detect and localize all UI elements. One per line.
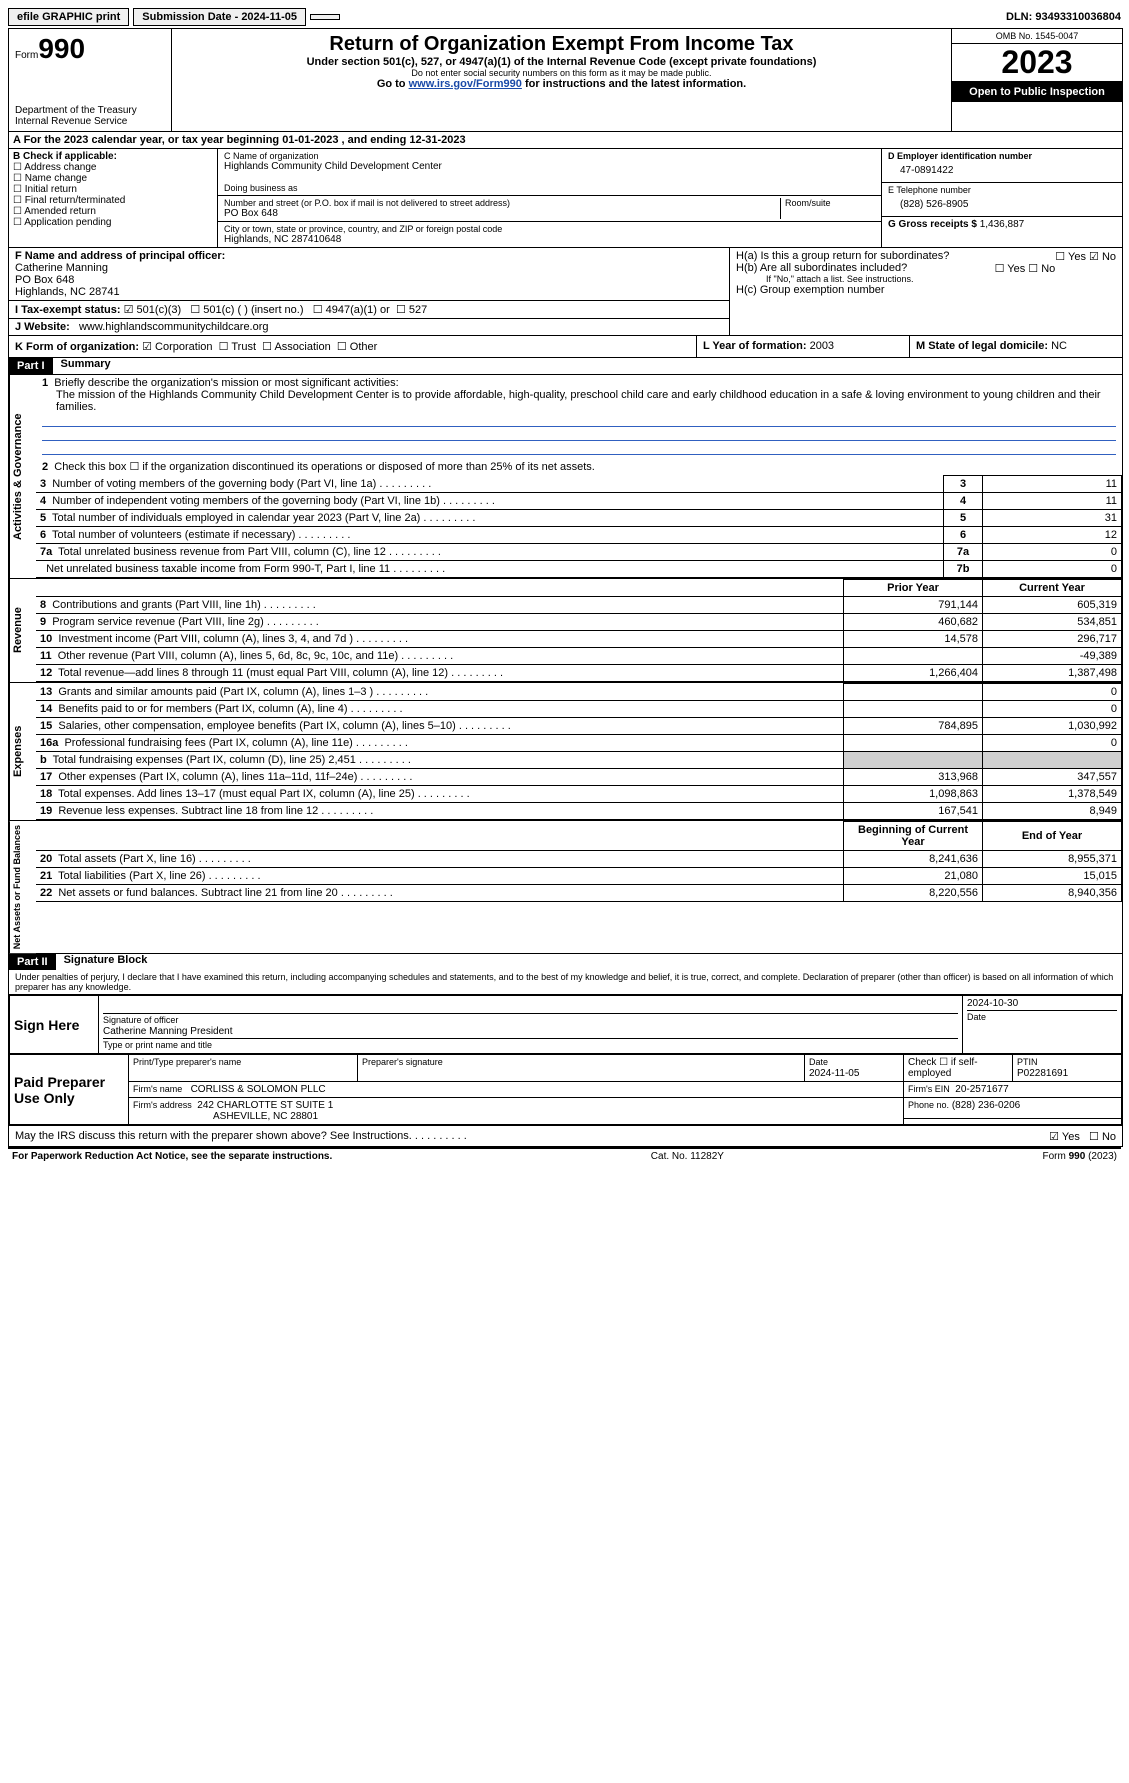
org-name: Highlands Community Child Development Ce… [224, 161, 875, 172]
chk-name[interactable]: Name change [13, 173, 213, 184]
discuss-no[interactable]: No [1089, 1131, 1116, 1143]
table-expenses: 13 Grants and similar amounts paid (Part… [36, 683, 1122, 820]
table-activities: 3 Number of voting members of the govern… [36, 475, 1122, 578]
chk-trust[interactable]: Trust [219, 341, 256, 353]
side-expenses: Expenses [9, 683, 36, 820]
col-deg: D Employer identification number 47-0891… [882, 149, 1122, 247]
col-c: C Name of organization Highlands Communi… [218, 149, 882, 247]
preparer-date: 2024-11-05 [809, 1068, 859, 1079]
form-number: Form990 [15, 33, 165, 65]
line-hc: H(c) Group exemption number [736, 284, 1116, 296]
chk-pending[interactable]: Application pending [13, 217, 213, 228]
table-revenue: Prior Year Current Year8 Contributions a… [36, 579, 1122, 682]
part2-header: Part II Signature Block [9, 954, 1122, 970]
paid-preparer-label: Paid Preparer Use Only [10, 1055, 129, 1125]
telephone: (828) 526-8905 [888, 195, 1116, 214]
blank-btn[interactable] [310, 14, 340, 20]
officer-name: Catherine Manning [15, 262, 723, 274]
part1-label: Part I [9, 358, 53, 374]
firm-phone: (828) 236-0206 [952, 1100, 1020, 1111]
part1-body: Activities & Governance 1 Briefly descri… [9, 375, 1122, 954]
dln: DLN: 93493310036804 [1006, 11, 1121, 23]
tax-year: 2023 [952, 44, 1122, 82]
self-employed-check[interactable]: Check ☐ if self-employed [904, 1055, 1013, 1082]
table-netassets: Beginning of Current Year End of Year20 … [36, 821, 1122, 902]
may-irs-discuss: May the IRS discuss this return with the… [9, 1125, 1122, 1146]
officer-signature: Catherine Manning President [103, 1026, 233, 1037]
chk-other[interactable]: Other [337, 341, 377, 353]
line-2: Check this box ☐ if the organization dis… [54, 461, 595, 473]
officer-addr1: PO Box 648 [15, 274, 723, 286]
form-footer: Form 990 (2023) [1043, 1151, 1117, 1162]
chk-501c[interactable]: 501(c) ( ) (insert no.) [190, 304, 303, 316]
fh-block: F Name and address of principal officer:… [9, 248, 1122, 336]
subtitle-2: Do not enter social security numbers on … [180, 68, 943, 78]
form-header: Form990 Department of the Treasury Inter… [9, 29, 1122, 132]
line-ha: H(a) Is this a group return for subordin… [736, 250, 1116, 262]
dept-treasury: Department of the Treasury [15, 105, 165, 116]
part1-title: Summary [53, 358, 111, 374]
sign-here-table: Sign Here Signature of officer Catherine… [9, 995, 1122, 1054]
officer-addr2: Highlands, NC 28741 [15, 286, 723, 298]
year-formation: 2003 [810, 340, 834, 352]
chk-final[interactable]: Final return/terminated [13, 195, 213, 206]
klm-row: K Form of organization: Corporation Trus… [9, 336, 1122, 358]
state-domicile: NC [1051, 340, 1067, 352]
part2-title: Signature Block [56, 954, 148, 970]
subtitle-3: Go to www.irs.gov/Form990 for instructio… [180, 78, 943, 90]
org-address: PO Box 648 [224, 208, 776, 219]
chk-amended[interactable]: Amended return [13, 206, 213, 217]
firm-addr2: ASHEVILLE, NC 28801 [133, 1111, 318, 1122]
top-bar: efile GRAPHIC print Submission Date - 20… [8, 8, 1121, 26]
irs-label: Internal Revenue Service [15, 116, 165, 127]
paid-preparer-table: Paid Preparer Use Only Print/Type prepar… [9, 1054, 1122, 1125]
line-a: A For the 2023 calendar year, or tax yea… [9, 132, 1122, 149]
website: www.highlandscommunitychildcare.org [79, 321, 269, 333]
chk-corp[interactable]: Corporation [142, 341, 212, 353]
sign-here-label: Sign Here [10, 996, 99, 1054]
sign-date: 2024-10-30 [967, 998, 1018, 1009]
ein: 47-0891422 [888, 161, 1116, 180]
col-b: B Check if applicable: Address change Na… [9, 149, 218, 247]
part2-label: Part II [9, 954, 56, 970]
discuss-yes[interactable]: Yes [1049, 1131, 1080, 1143]
submission-btn[interactable]: Submission Date - 2024-11-05 [133, 8, 306, 26]
footer: For Paperwork Reduction Act Notice, see … [8, 1147, 1121, 1164]
side-activities: Activities & Governance [9, 375, 36, 578]
line-hb: H(b) Are all subordinates included? Yes … [736, 262, 1116, 274]
side-netassets: Net Assets or Fund Balances [9, 821, 36, 953]
part1-header: Part I Summary [9, 358, 1122, 375]
org-info-block: B Check if applicable: Address change Na… [9, 149, 1122, 248]
chk-4947[interactable]: 4947(a)(1) or [313, 304, 390, 316]
efile-btn[interactable]: efile GRAPHIC print [8, 8, 129, 26]
chk-initial[interactable]: Initial return [13, 184, 213, 195]
pra-notice: For Paperwork Reduction Act Notice, see … [12, 1151, 332, 1162]
open-public: Open to Public Inspection [952, 82, 1122, 102]
org-city: Highlands, NC 287410648 [224, 234, 875, 245]
perjury-declaration: Under penalties of perjury, I declare th… [9, 970, 1122, 995]
form-container: Form990 Department of the Treasury Inter… [8, 28, 1123, 1147]
chk-501c3[interactable]: 501(c)(3) [124, 304, 182, 316]
chk-527[interactable]: 527 [396, 304, 427, 316]
firm-addr1: 242 CHARLOTTE ST SUITE 1 [197, 1100, 333, 1111]
firm-ein: 20-2571677 [955, 1084, 1008, 1095]
gross-receipts: 1,436,887 [980, 219, 1025, 230]
form-title: Return of Organization Exempt From Incom… [180, 33, 943, 56]
irs-link[interactable]: www.irs.gov/Form990 [409, 78, 522, 90]
omb: OMB No. 1545-0047 [952, 29, 1122, 44]
chk-address[interactable]: Address change [13, 162, 213, 173]
firm-name: CORLISS & SOLOMON PLLC [191, 1084, 326, 1095]
subtitle-1: Under section 501(c), 527, or 4947(a)(1)… [180, 56, 943, 68]
mission-text: The mission of the Highlands Community C… [42, 389, 1116, 413]
ptin: P02281691 [1017, 1068, 1068, 1079]
side-revenue: Revenue [9, 579, 36, 682]
chk-assoc[interactable]: Association [262, 341, 331, 353]
cat-no: Cat. No. 11282Y [651, 1151, 724, 1162]
